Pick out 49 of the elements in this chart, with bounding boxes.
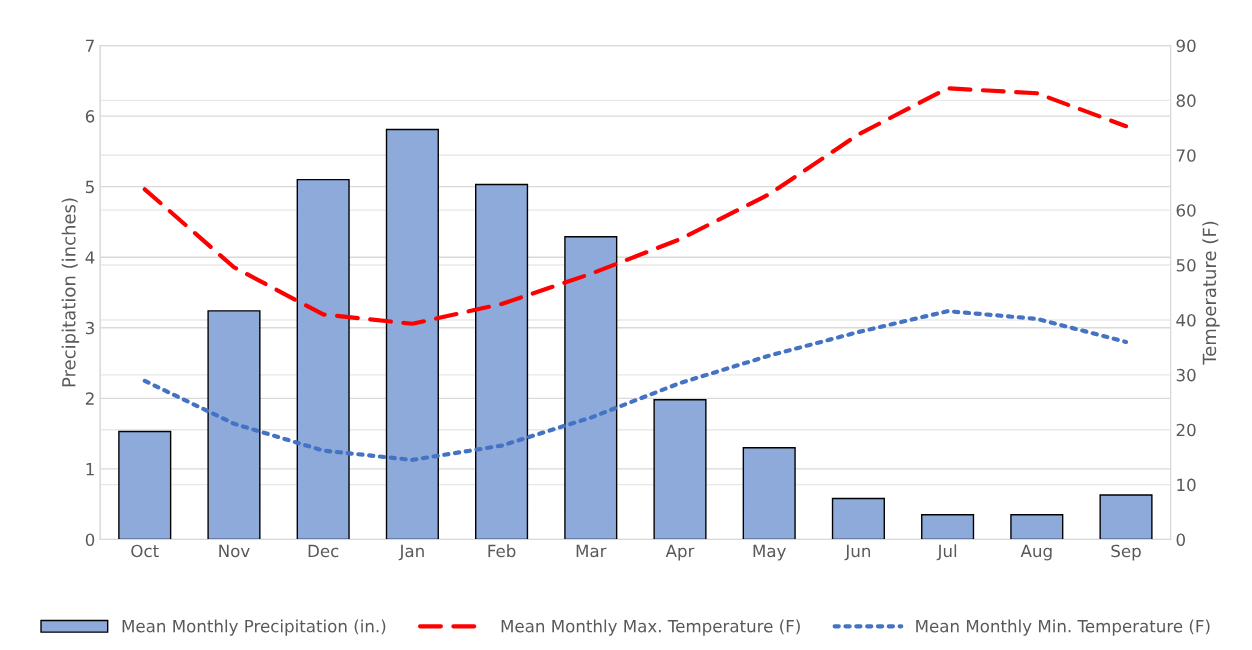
x-tick-label: Feb (488, 544, 516, 558)
y2-axis-title: Temperature (F) (1202, 221, 1220, 365)
y-tick-label: 0 (85, 533, 95, 547)
bar (653, 399, 707, 540)
y2-tick-label: 40 (1176, 313, 1196, 327)
y2-tick-label: 20 (1176, 423, 1196, 437)
line-series (142, 86, 1129, 326)
y-tick-label: 3 (85, 321, 94, 335)
y2-tick-label: 0 (1176, 533, 1185, 547)
x-tick-label: Apr (665, 544, 695, 561)
bar (921, 514, 975, 540)
bar (1099, 494, 1153, 540)
x-tick-label: Sep (1111, 544, 1141, 561)
bar (118, 430, 172, 540)
y2-tick-label: 30 (1176, 368, 1196, 382)
y-tick-label: 7 (86, 39, 94, 52)
y2-tick-label: 50 (1176, 259, 1196, 272)
legend-label: Mean Monthly Max. Temperature (F) (501, 619, 800, 636)
y-tick-label: 1 (86, 463, 94, 476)
y-axis-title: Precipitation (inches) (61, 198, 80, 387)
y2-tick-label: 90 (1176, 39, 1196, 53)
x-tick-label: Oct (131, 544, 159, 558)
bar (1010, 514, 1064, 540)
y-tick-label: 2 (85, 392, 94, 405)
bar (475, 183, 529, 540)
y-tick-label: 6 (85, 110, 95, 123)
x-tick-label: Jun (844, 544, 871, 561)
y2-tick-label: 10 (1177, 478, 1196, 492)
x-tick-label: Jan (398, 544, 424, 561)
bar (564, 236, 618, 540)
x-tick-label: Dec (308, 544, 339, 558)
x-tick-label: Mar (576, 544, 607, 558)
y2-tick-label: 60 (1176, 204, 1196, 217)
x-tick-label: Nov (219, 544, 250, 558)
line-series (142, 309, 1129, 462)
y-tick-label: 5 (85, 180, 94, 194)
x-tick-label: Aug (1020, 544, 1052, 561)
x-tick-label: May (753, 544, 786, 561)
legend-label: Mean Monthly Min. Temperature (F) (916, 619, 1210, 636)
bar (296, 178, 350, 540)
y2-tick-label: 70 (1176, 149, 1196, 162)
x-tick-label: Jul (936, 544, 957, 561)
legend-label: Mean Monthly Precipitation (in.) (122, 619, 386, 636)
bar (207, 310, 261, 540)
y2-tick-label: 80 (1176, 94, 1196, 107)
bar (385, 128, 439, 540)
bar (831, 497, 885, 540)
bar (742, 447, 796, 540)
y-tick-label: 4 (85, 251, 95, 264)
